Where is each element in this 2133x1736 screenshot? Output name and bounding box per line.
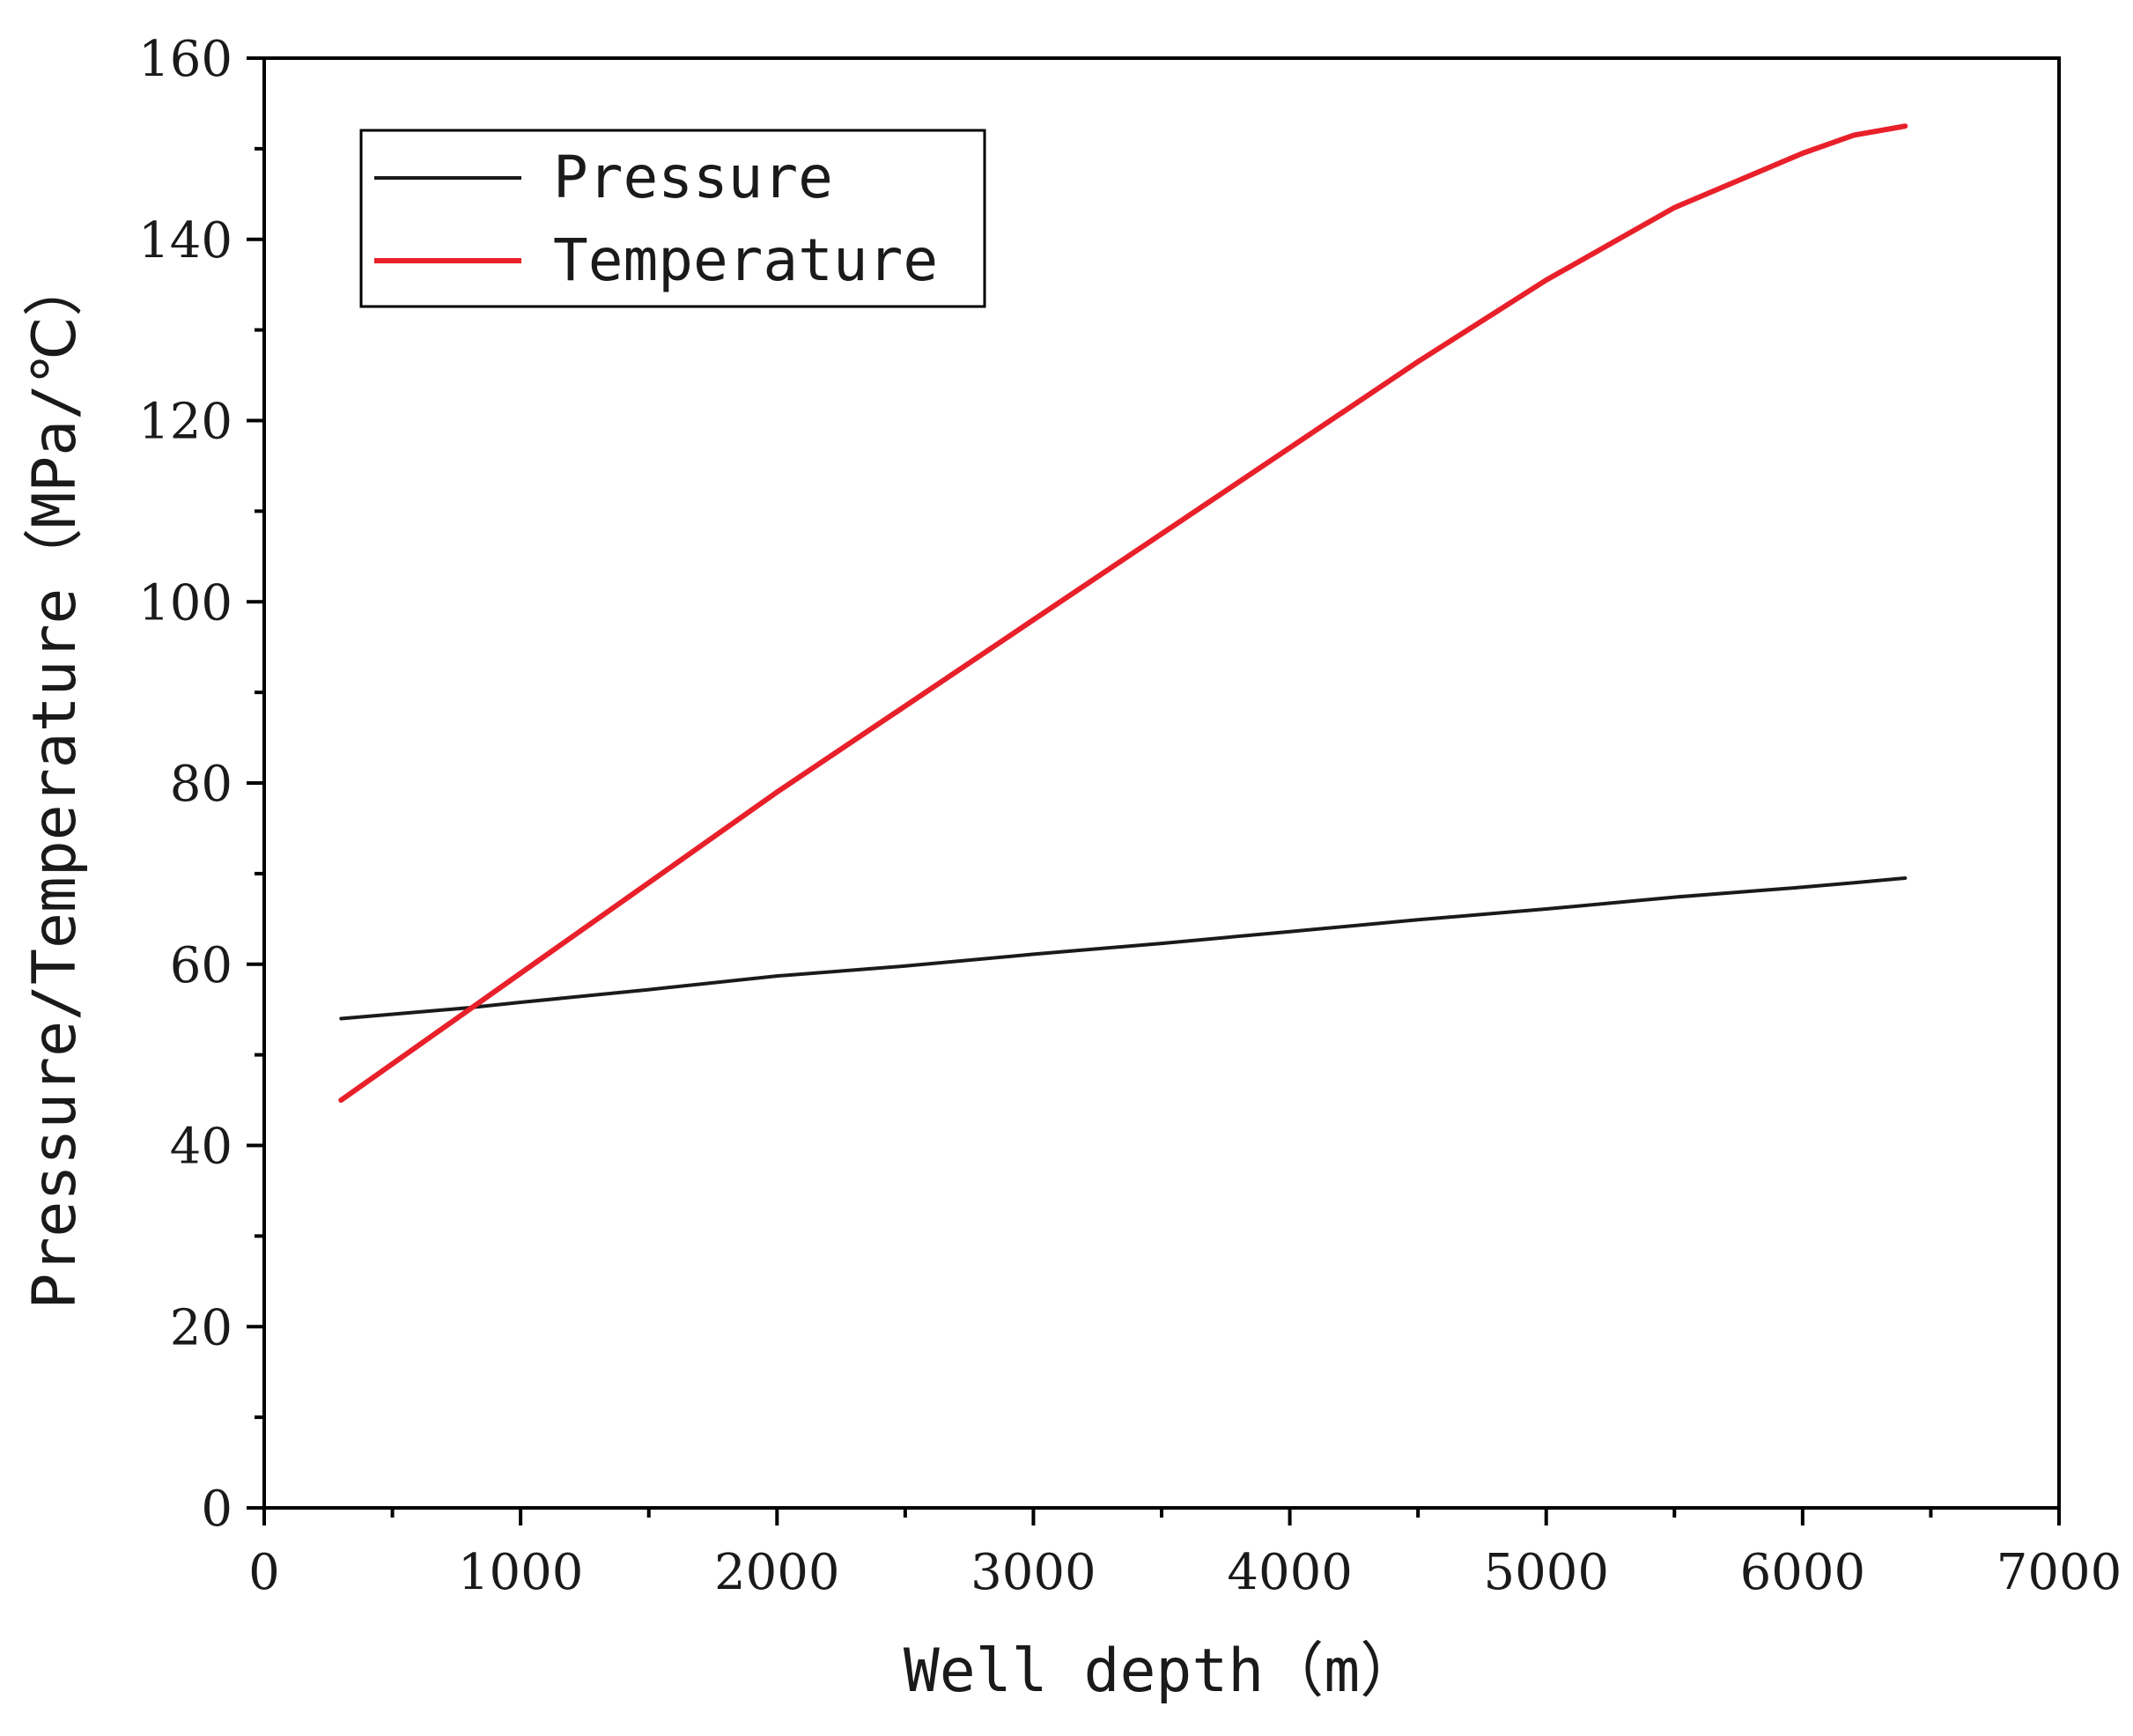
y-tick-label: 20 xyxy=(170,1299,232,1356)
series-line-pressure xyxy=(339,876,1908,1021)
y-tick-label: 80 xyxy=(170,756,232,813)
x-tick-label: 7000 xyxy=(1996,1544,2122,1601)
y-tick-label: 60 xyxy=(170,937,232,994)
series-layer xyxy=(338,123,1908,1104)
x-axis-title: Well depth（m） xyxy=(904,1636,1420,1706)
y-tick-label: 40 xyxy=(170,1119,232,1176)
y-tick-label: 100 xyxy=(138,574,232,632)
x-tick-label: 0 xyxy=(248,1544,280,1601)
y-tick-label: 160 xyxy=(138,31,232,88)
y-tick-label: 140 xyxy=(138,212,232,270)
x-tick-label: 5000 xyxy=(1483,1544,1609,1601)
x-tick-label: 1000 xyxy=(458,1544,584,1601)
x-tick-label: 3000 xyxy=(971,1544,1096,1601)
plot-area-frame xyxy=(262,56,2061,1510)
legend-label-pressure: Pressure xyxy=(553,144,833,211)
y-tick-label: 0 xyxy=(201,1481,232,1538)
x-tick-label: 6000 xyxy=(1740,1544,1866,1601)
series-line-temperature xyxy=(338,123,1908,1104)
y-tick-label: 120 xyxy=(138,394,232,451)
legend-box xyxy=(359,129,986,308)
y-axis-title: Pressure/Temperature（MPa/℃） xyxy=(20,257,90,1310)
legend: Pressure Temperature xyxy=(359,129,986,308)
x-tick-label: 2000 xyxy=(714,1544,840,1601)
x-tick-label: 4000 xyxy=(1227,1544,1353,1601)
ticks-layer: 0 1000 2000 3000 4000 5000 6000 7000 0 20 40 60 80 10… xyxy=(138,31,2122,1601)
legend-label-temperature: Temperature xyxy=(553,226,938,294)
